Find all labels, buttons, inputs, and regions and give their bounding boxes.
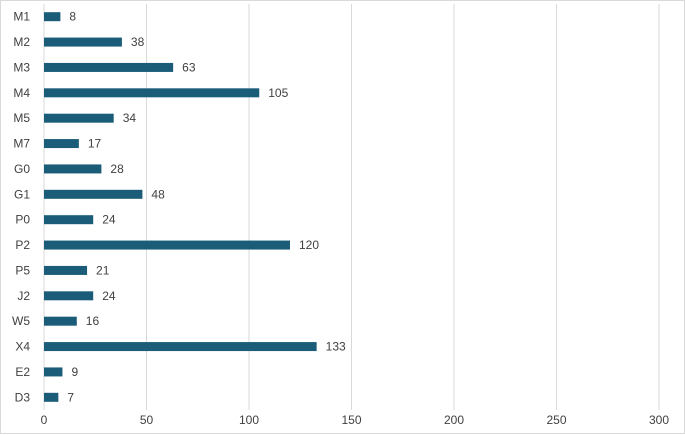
category-labels: M1 M2 M3 M4 M5 M7 G0 G1 P0 P2 P5 J2 W5 X4 E2 D3 [12,10,30,405]
bar-m2 [44,37,122,47]
data-label: 7 [67,390,74,404]
x-tick-label: 50 [140,413,154,427]
data-label: 9 [71,365,78,379]
category-label: G0 [14,162,30,176]
bar-p5 [44,265,88,275]
category-label: M4 [13,86,30,100]
bar-m4 [44,88,260,98]
x-axis-ticks: 0 50 100 150 200 250 300 [41,413,670,427]
data-label: 63 [182,60,196,74]
bar-j2 [44,291,94,301]
category-label: M7 [13,137,30,151]
bar-d3 [44,392,59,402]
x-tick-label: 300 [649,413,669,427]
category-label: J2 [17,289,30,303]
bar-m3 [44,62,174,72]
data-label: 48 [151,187,165,201]
category-label: M1 [13,10,30,24]
bar-p0 [44,215,94,225]
bar-x4 [44,342,317,352]
category-label: P2 [15,238,30,252]
bar-p2 [44,240,290,250]
x-tick-label: 150 [341,413,361,427]
category-label: M2 [13,35,30,49]
data-label: 17 [88,137,102,151]
data-label: 24 [102,289,116,303]
bar-w5 [44,316,77,326]
bar-m5 [44,113,114,123]
bar-m1 [44,12,61,22]
bar-g1 [44,189,143,199]
x-tick-label: 0 [41,413,48,427]
category-label: M5 [13,111,30,125]
bars [44,12,317,402]
data-label: 120 [299,238,319,252]
data-label: 21 [96,263,110,277]
data-label: 16 [86,314,100,328]
data-label: 28 [110,162,124,176]
x-tick-label: 100 [239,413,259,427]
category-label: P5 [15,263,30,277]
bar-e2 [44,367,63,377]
category-label: M3 [13,60,30,74]
data-label: 105 [268,86,288,100]
category-label: P0 [15,213,30,227]
data-label: 8 [69,10,76,24]
category-label: W5 [12,314,30,328]
category-label: D3 [15,390,31,404]
category-label: G1 [14,187,30,201]
data-label: 34 [123,111,137,125]
category-label: X4 [15,340,30,354]
bar-g0 [44,164,102,174]
data-label: 24 [102,213,116,227]
x-tick-label: 200 [444,413,464,427]
x-tick-label: 250 [546,413,566,427]
category-label: E2 [15,365,30,379]
data-label: 133 [326,340,346,354]
bar-m7 [44,139,79,149]
data-label: 38 [131,35,145,49]
